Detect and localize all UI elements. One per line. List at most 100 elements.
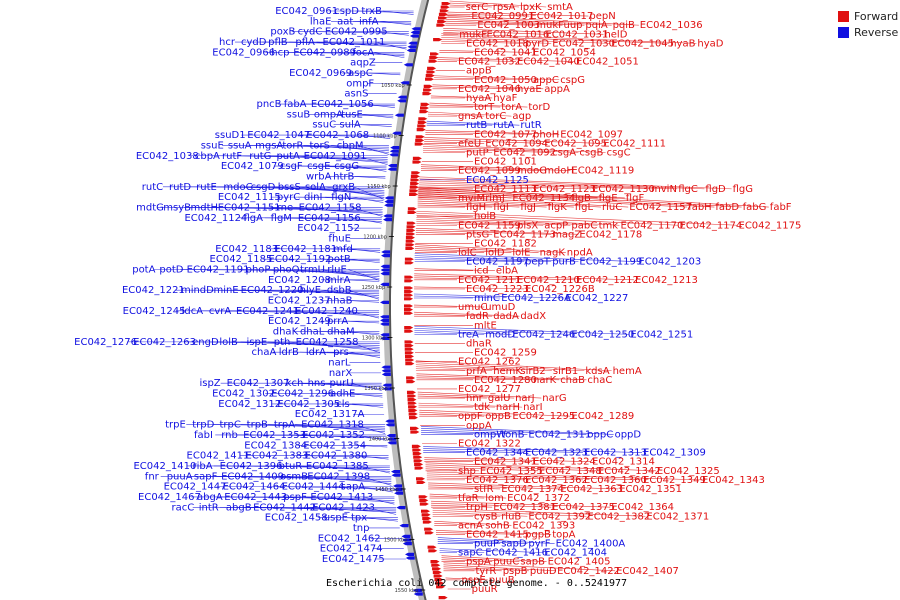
gene-label-forward[interactable]: EC042_1363	[560, 484, 623, 495]
gene-label-reverse[interactable]: tnp	[353, 523, 370, 534]
gene-label-reverse[interactable]: EC042_1079	[221, 161, 284, 172]
gene-label-reverse[interactable]: treA	[458, 329, 479, 340]
gene-label-forward[interactable]: EC042_1182	[474, 238, 537, 249]
gene-label-forward[interactable]: EC042_1382	[587, 511, 650, 522]
gene-label-reverse[interactable]: EC042_1250	[571, 329, 634, 340]
gene-label-reverse[interactable]: ssuB	[287, 109, 311, 120]
gene-label-reverse[interactable]: EC042_1221	[122, 285, 185, 296]
gene-label-forward[interactable]: EC042_1375	[552, 502, 615, 513]
gene-label-reverse[interactable]: EC042_1183	[215, 244, 278, 255]
gene-label-forward[interactable]: EC042_1226B	[525, 284, 595, 295]
gene-label-forward[interactable]: EC042_1045	[611, 38, 674, 49]
gene-label-reverse[interactable]: EC042_1115	[218, 192, 281, 203]
gene-label-forward[interactable]: hemA	[613, 366, 642, 377]
gene-label-reverse[interactable]: solA	[305, 182, 326, 193]
gene-label-forward[interactable]: EC042_1159	[458, 220, 521, 231]
gene-label-forward[interactable]: topA	[552, 529, 575, 540]
gene-label-reverse[interactable]: EC042_1352	[302, 430, 365, 441]
gene-label-forward[interactable]: tmk	[599, 220, 619, 231]
gene-label-forward[interactable]: shp	[458, 466, 476, 477]
gene-label-reverse[interactable]: fnr	[145, 471, 160, 482]
gene-label-forward[interactable]: EC042_1173	[493, 229, 556, 240]
gene-label-reverse[interactable]: dhaK	[273, 327, 299, 338]
gene-label-forward[interactable]: EC042_1170	[621, 220, 684, 231]
gene-label-reverse[interactable]: rutD	[169, 182, 191, 193]
gene-label-forward[interactable]: helD	[604, 29, 627, 40]
gene-label-forward[interactable]: EC042_1376	[466, 475, 529, 486]
gene-label-reverse[interactable]: fhuE	[328, 233, 351, 244]
gene-label-reverse[interactable]: EC042_1038	[136, 151, 199, 162]
gene-label-reverse[interactable]: flgN	[331, 192, 351, 203]
gene-label-forward[interactable]: gnsA	[458, 111, 483, 122]
gene-label-reverse[interactable]: EC042_1400A	[556, 539, 626, 550]
gene-label-reverse[interactable]: csgD	[251, 182, 276, 193]
gene-label-reverse[interactable]: hlyE	[300, 285, 321, 296]
gene-label-reverse[interactable]: EC042_1125	[466, 175, 529, 186]
gene-label-forward[interactable]: EC042_0991	[471, 11, 534, 22]
gene-label-reverse[interactable]: aspC	[348, 68, 373, 79]
gene-label-reverse[interactable]: pth	[274, 337, 291, 348]
gene-label-forward[interactable]: sirB2	[520, 366, 545, 377]
gene-label-forward[interactable]: mukE	[459, 29, 487, 40]
gene-label-reverse[interactable]: trpC	[219, 420, 240, 431]
gene-label-reverse[interactable]: EC042_0989	[293, 47, 356, 58]
gene-label-reverse[interactable]: trmU	[300, 264, 325, 275]
gene-label-reverse[interactable]: EC042_1444	[282, 482, 345, 493]
gene-label-reverse[interactable]: puuA	[167, 471, 193, 482]
gene-label-reverse[interactable]: cydC	[298, 27, 323, 38]
gene-label-forward[interactable]: EC042_1051	[576, 57, 639, 68]
gene-label-reverse[interactable]: fabI	[194, 430, 213, 441]
gene-label-forward[interactable]: tfaR	[458, 493, 479, 504]
gene-label-reverse[interactable]: EC042_1181	[274, 244, 337, 255]
gene-label-forward[interactable]: EC042_1094	[485, 138, 548, 149]
gene-label-forward[interactable]: hyaD	[697, 38, 723, 49]
gene-label-reverse[interactable]: torR	[282, 140, 303, 151]
gene-label-reverse[interactable]: cydD	[241, 37, 267, 48]
gene-label-reverse[interactable]: flgM	[271, 213, 292, 224]
gene-label-forward[interactable]: holB	[474, 211, 496, 222]
gene-label-forward[interactable]: magZ	[552, 229, 581, 240]
gene-label-reverse[interactable]: ssuE	[201, 140, 224, 151]
gene-label-reverse[interactable]: ribA	[192, 461, 212, 472]
gene-label-reverse[interactable]: EC042_1246	[512, 329, 575, 340]
gene-label-reverse[interactable]: EC042_1311	[528, 429, 591, 440]
gene-label-forward[interactable]: EC042_1322	[458, 439, 521, 450]
gene-label-forward[interactable]: puuD	[530, 566, 557, 577]
gene-label-reverse[interactable]: sapA	[341, 482, 366, 493]
gene-label-forward[interactable]: EC042_1097	[560, 129, 623, 140]
gene-label-forward[interactable]: EC042_1212	[576, 275, 639, 286]
gene-label-reverse[interactable]: EC042_1458	[265, 513, 328, 524]
gene-label-reverse[interactable]: htrB	[333, 171, 354, 182]
gene-label-forward[interactable]: EC042_1046	[458, 84, 521, 95]
gene-label-reverse[interactable]: EC042_1447	[164, 482, 227, 493]
gene-label-forward[interactable]: pabC	[571, 220, 597, 231]
gene-label-forward[interactable]: flgC	[678, 184, 698, 195]
gene-label-forward[interactable]: stfR	[474, 484, 494, 495]
gene-label-reverse[interactable]: msyB	[163, 202, 191, 213]
gene-label-reverse[interactable]: ispE	[247, 337, 268, 348]
gene-label-forward[interactable]: cspG	[560, 75, 585, 86]
gene-label-forward[interactable]: EC042_1174	[680, 220, 743, 231]
gene-label-forward[interactable]: sohB	[485, 520, 510, 531]
gene-label-forward[interactable]: EC042_1036	[640, 20, 703, 31]
gene-label-reverse[interactable]: EC042_1156	[298, 213, 361, 224]
gene-label-forward[interactable]: sirB1	[553, 366, 578, 377]
gene-label-forward[interactable]: EC042_1351	[619, 484, 682, 495]
gene-label-forward[interactable]: pspA	[466, 557, 491, 568]
gene-label-forward[interactable]: EC042_1314	[592, 457, 655, 468]
gene-label-forward[interactable]: mltE	[474, 320, 497, 331]
gene-label-forward[interactable]: EC042_1211	[458, 275, 521, 286]
gene-label-reverse[interactable]: putA	[276, 151, 300, 162]
gene-label-reverse[interactable]: EC042_1462	[318, 533, 381, 544]
gene-label-forward[interactable]: EC042_1041	[474, 47, 537, 58]
gene-label-reverse[interactable]: uspE	[324, 513, 348, 524]
gene-label-reverse[interactable]: EC042_1383	[246, 451, 309, 462]
gene-label-forward[interactable]: EC042_1119	[571, 166, 634, 177]
gene-label-reverse[interactable]: trpB	[247, 420, 268, 431]
gene-label-forward[interactable]: fabD	[715, 202, 739, 213]
gene-label-forward[interactable]: chaB	[560, 375, 585, 386]
gene-label-reverse[interactable]: EC042_1245	[123, 306, 186, 317]
gene-label-forward[interactable]: flgG	[733, 184, 753, 195]
gene-label-forward[interactable]: mviM	[458, 193, 485, 204]
